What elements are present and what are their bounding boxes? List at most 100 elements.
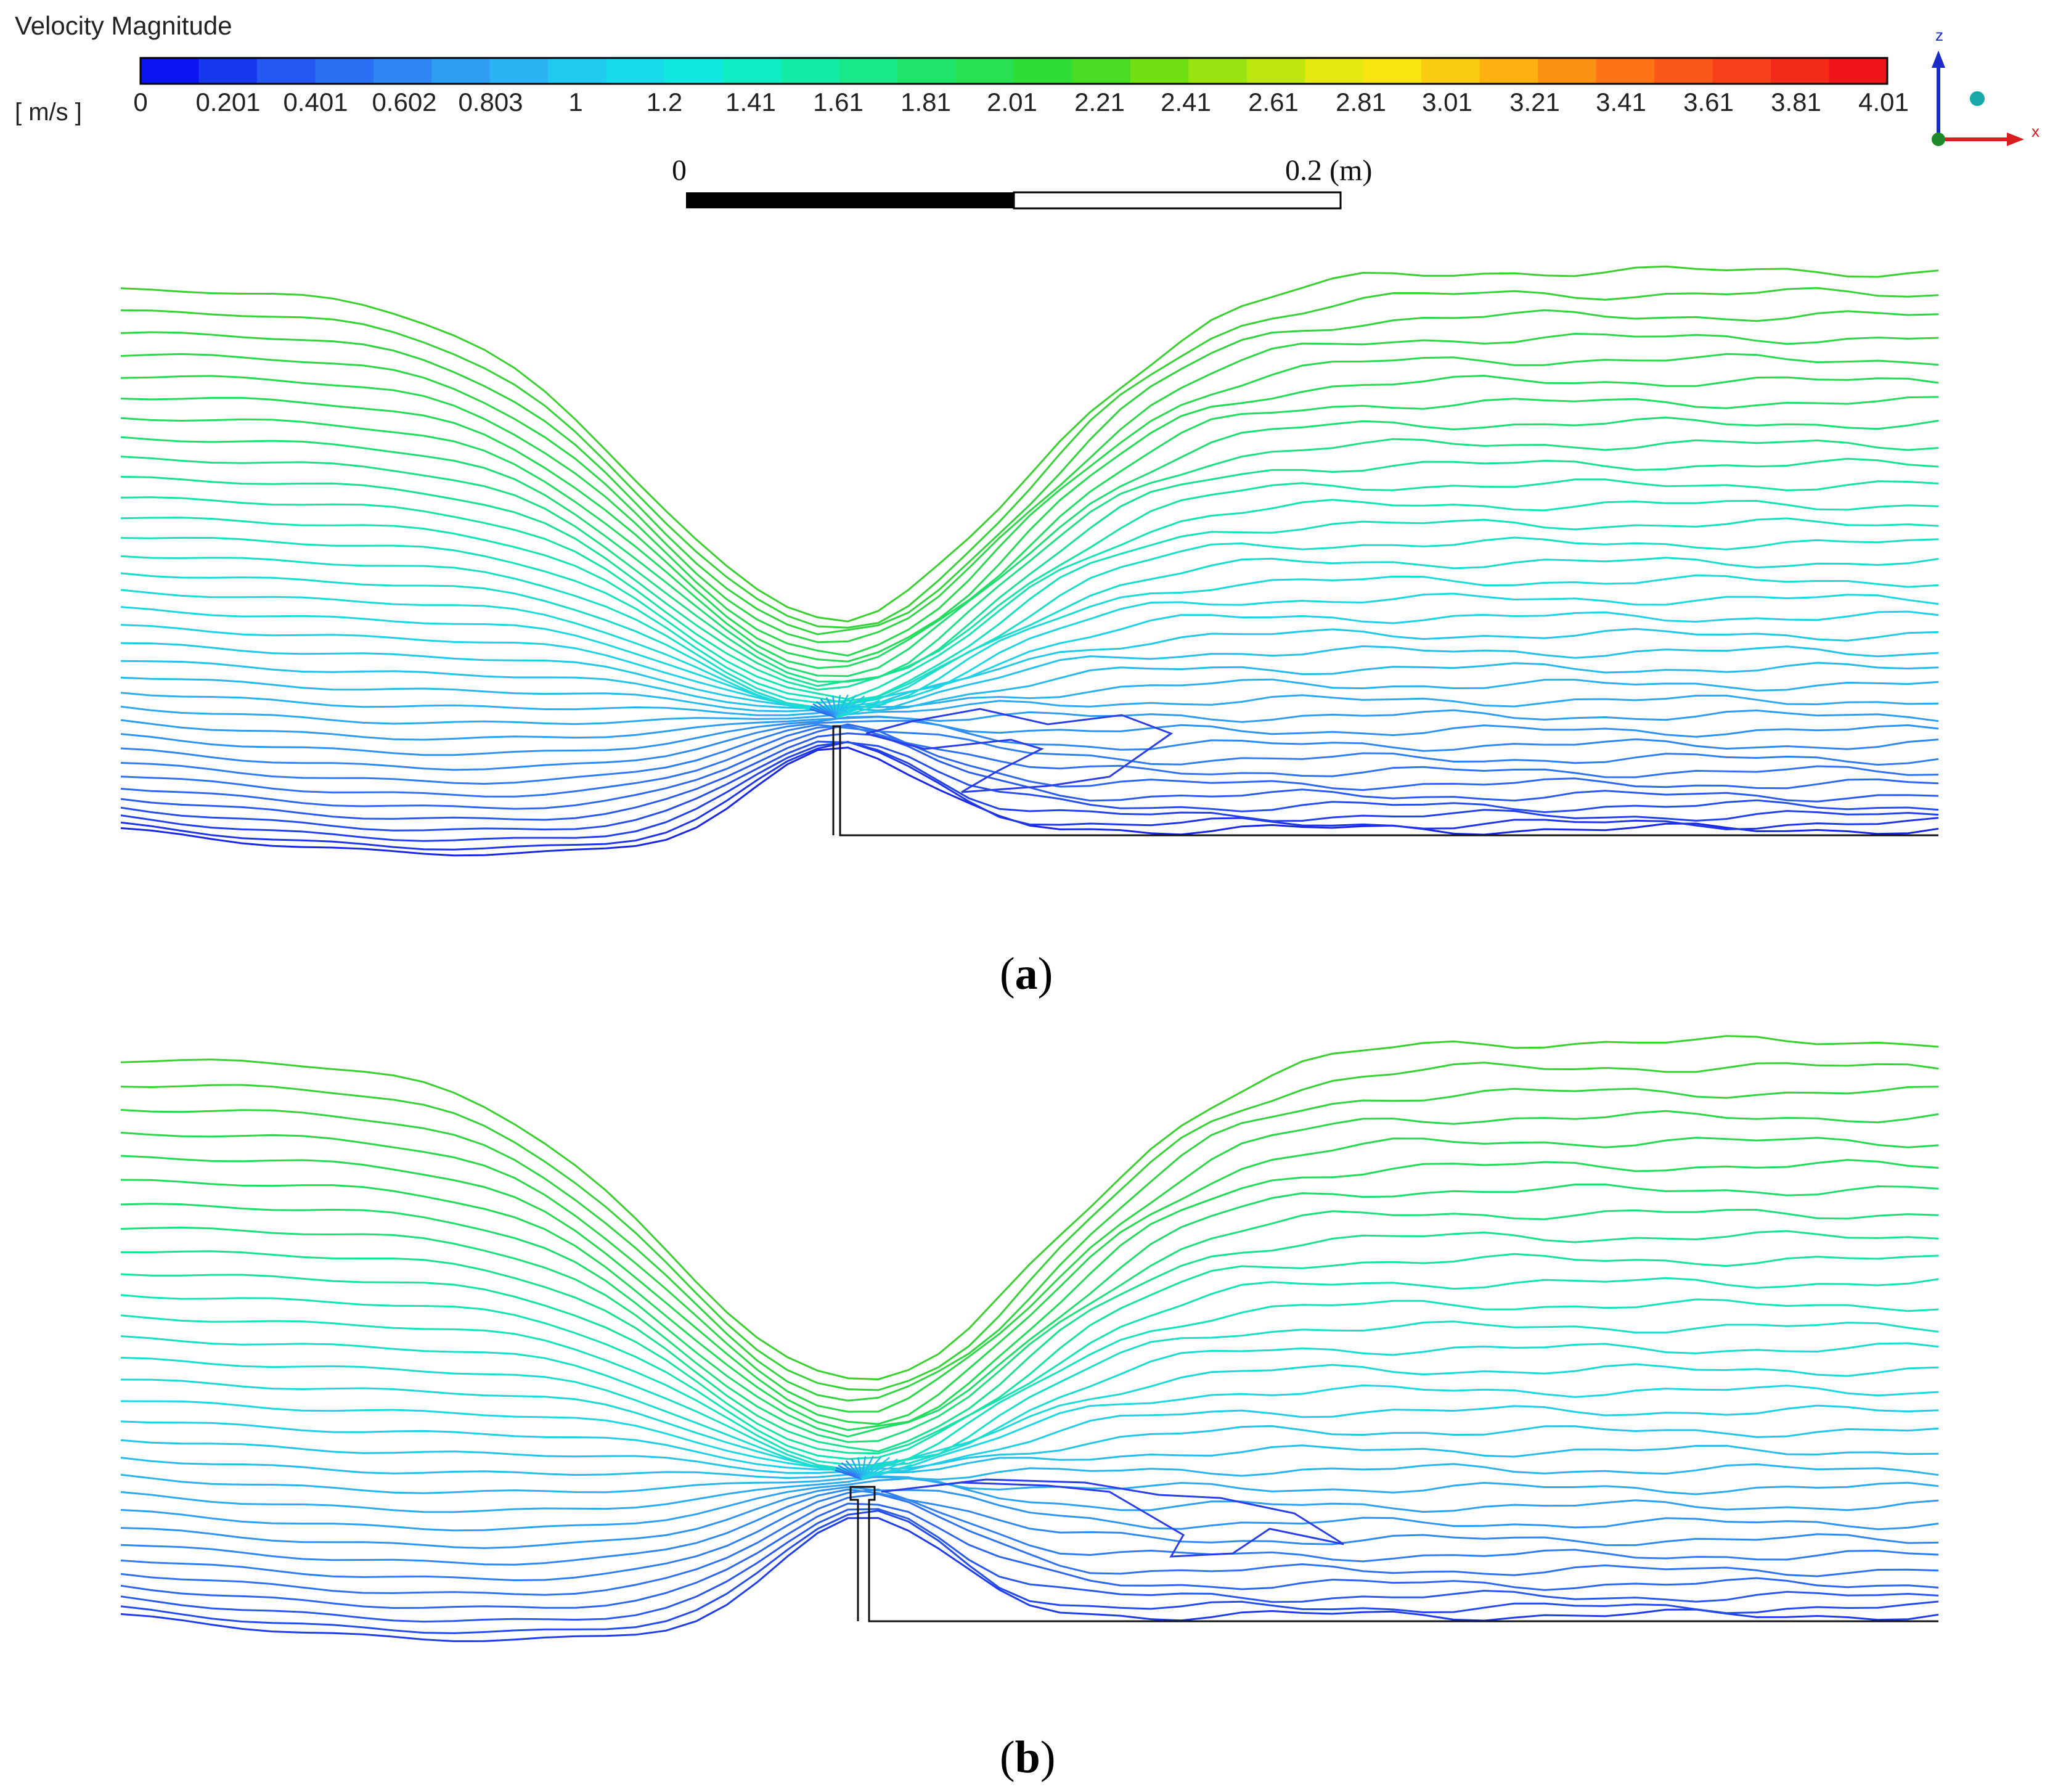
contour-line [120,1493,1939,1596]
contour-line [120,1363,1939,1472]
contour-line [120,1277,1939,1460]
contour-line [120,694,1939,726]
legend-title: Velocity Magnitude [15,11,232,40]
contour-lines-b [120,1035,1939,1642]
legend-tick-label: 2.01 [987,88,1037,117]
contour-line [120,747,1939,857]
tip-contour [845,1460,862,1479]
color-legend: Velocity Magnitude [ m/s ] 0 0.201 0.401 0.… [15,11,1909,126]
legend-tick-label: 1 [568,88,582,117]
legend-tick-label: 0.401 [283,88,348,117]
tip-contour [860,1456,867,1479]
contour-line [120,438,1939,683]
colorbar-segment [1246,58,1305,84]
x-axis-label: x [2031,122,2040,141]
contour-line [120,645,1939,716]
z-axis-label: z [1935,26,1943,44]
contour-line [120,1208,1939,1443]
legend-tick-label: 1.41 [725,88,776,117]
contour-line [120,592,1939,711]
tip-contour [835,695,841,718]
colorbar-segment [1654,58,1713,84]
contour-line [120,715,1939,756]
contour-line [120,1110,1939,1413]
colorbar-segment [1829,58,1888,84]
legend-tick-label: 2.61 [1248,88,1299,117]
contour-line [120,724,1939,785]
contour-line [120,353,1939,657]
contour-line [120,628,1939,713]
colorbar-segment [1479,58,1538,84]
obstacle-a [832,725,1938,837]
contour-line [120,1444,1939,1479]
contour-line [120,1253,1939,1455]
legend-tick-label: 0 [133,88,147,117]
scale-bar: 0 0.2 (m) [672,154,1372,210]
colorbar-segment [256,58,316,84]
legend-tick-label: 2.41 [1161,88,1211,117]
contour-lines-a [120,265,1939,857]
tip-contour [857,1457,863,1479]
contour-line [120,396,1939,669]
colorbar-segment [839,58,898,84]
contour-line [120,610,1939,710]
contour-line [120,709,1939,741]
tip-contour [835,694,849,718]
contour-line [120,725,1939,798]
contour-line [120,1463,1939,1494]
contour-line [120,1488,1939,1582]
colorbar-segment [897,58,957,84]
legend-tick-label: 0.803 [458,88,523,117]
contour-line [120,1516,1939,1642]
caption-b: (b) [1000,1732,1055,1783]
contour-line [120,740,1939,832]
contour-line [120,1320,1939,1470]
contour-line [120,1035,1939,1381]
legend-tick-label: 3.41 [1596,88,1646,117]
legend-tick-label: 2.81 [1336,88,1386,117]
colorbar-segment [722,58,782,84]
colorbar-segment [431,58,491,84]
tip-contour [860,1455,874,1479]
contour-line [120,478,1939,691]
colorbar-segment [315,58,374,84]
legend-tick-label: 3.81 [1771,88,1821,117]
colorbar-frame [139,57,1889,85]
tip-contour [861,1457,891,1479]
contour-line [120,557,1939,708]
colorbar-segment [1596,58,1655,84]
tip-contour [836,702,887,719]
contour-line [120,574,1939,711]
contour-line [120,1425,1939,1475]
contour-line [120,1342,1939,1473]
colorbar-segment [1363,58,1422,84]
contour-line [120,374,1939,663]
contour-line [120,1508,1939,1623]
contour-line [120,1488,1939,1566]
contour-line [120,309,1939,636]
axes-triad: z x [1932,26,2040,146]
contour-line [120,1062,1939,1391]
contour-line [120,1298,1939,1467]
colorbar [141,58,1888,84]
contour-line [120,1404,1939,1475]
contour-line [120,1510,1939,1634]
contour-line [120,287,1939,629]
contour-line [120,265,1939,623]
tip-contour [841,1462,862,1479]
colorbar-segment [664,58,724,84]
colorbar-segment [1014,58,1073,84]
tip-contour [861,1463,912,1480]
tip-contour [861,1459,898,1480]
colorbar-segment [198,58,258,84]
tip-contour [861,1460,906,1480]
legend-tick-label: 1.61 [813,88,864,117]
contour-line [120,1086,1939,1402]
legend-tick-label: 0.201 [195,88,260,117]
contour-line [120,1477,1939,1532]
colorbar-segment [548,58,607,84]
colorbar-segment [1072,58,1131,84]
legend-tick-label: 3.21 [1509,88,1560,117]
contour-panel-a [120,265,1939,857]
